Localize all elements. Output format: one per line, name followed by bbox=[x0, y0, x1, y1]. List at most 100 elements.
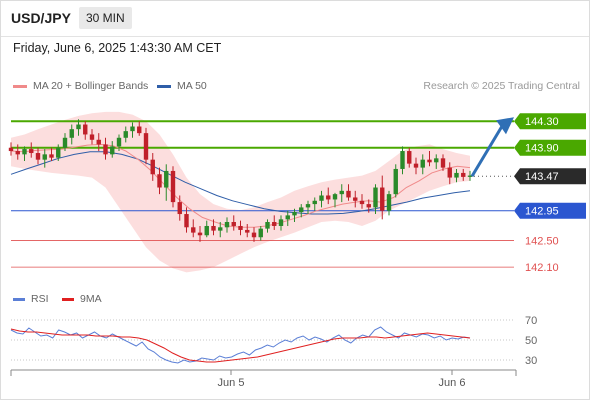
candle-body bbox=[366, 204, 371, 208]
ma50-label: MA 50 bbox=[177, 80, 207, 92]
candle-body bbox=[299, 207, 304, 213]
candle-body bbox=[62, 137, 68, 148]
forecast-arrow-shaft bbox=[470, 125, 504, 178]
price-label-143-47: 143.47 bbox=[525, 171, 559, 183]
timeframe-button[interactable]: 30 MIN bbox=[79, 7, 132, 29]
candle-body bbox=[386, 194, 392, 211]
price-label-142-50: 142.50 bbox=[525, 236, 559, 248]
price-chart: 144.30 143.90 143.47 142.95 142.50 142.10 bbox=[8, 111, 586, 274]
candle-body bbox=[110, 146, 115, 155]
rsi-swatch bbox=[13, 297, 25, 301]
price-tag-144-30 bbox=[514, 113, 586, 130]
rsi-9ma-line bbox=[10, 328, 471, 363]
legend-rsi: RSI bbox=[13, 293, 49, 305]
ma50-line bbox=[10, 151, 471, 215]
candle-body bbox=[312, 200, 317, 205]
candle-body bbox=[8, 147, 14, 152]
price-label-143-90: 143.90 bbox=[525, 143, 559, 155]
candle-body bbox=[170, 170, 176, 203]
candle-body bbox=[218, 227, 223, 231]
candle-body bbox=[130, 126, 135, 132]
candle-body bbox=[245, 229, 250, 233]
rsi-tick-50: 50 bbox=[525, 335, 537, 347]
price-tag-142-95 bbox=[514, 202, 586, 219]
candle-body bbox=[238, 225, 243, 230]
candle-body bbox=[197, 232, 203, 236]
forecast-arrow-head bbox=[496, 117, 514, 135]
candle-body bbox=[454, 172, 459, 178]
candle-body bbox=[211, 225, 216, 231]
rsi-line bbox=[10, 326, 471, 364]
candle-body bbox=[164, 170, 169, 188]
candle-body bbox=[35, 153, 41, 160]
candle-body bbox=[42, 154, 47, 160]
candle-body bbox=[373, 187, 378, 208]
candle-body bbox=[69, 129, 74, 138]
symbol-label: USD/JPY bbox=[11, 10, 71, 26]
candle-body bbox=[292, 212, 297, 216]
candle-body bbox=[380, 187, 385, 211]
candle-body bbox=[76, 124, 81, 130]
candle-body bbox=[49, 154, 54, 158]
price-label-142-95: 142.95 bbox=[525, 206, 559, 218]
candle-body bbox=[224, 222, 230, 228]
candle-body bbox=[467, 175, 473, 177]
candle-body bbox=[326, 195, 331, 200]
rsi-tick-30: 30 bbox=[525, 355, 537, 367]
candle-body bbox=[137, 126, 142, 134]
rsi-tick-70: 70 bbox=[525, 315, 537, 327]
candle-body bbox=[359, 200, 365, 205]
price-label-142-10: 142.10 bbox=[525, 262, 559, 274]
candle-body bbox=[29, 149, 34, 154]
research-credit: Research © 2025 Trading Central bbox=[423, 80, 580, 92]
candle-body bbox=[353, 197, 358, 201]
candle-body bbox=[278, 219, 284, 226]
candle-body bbox=[56, 147, 61, 158]
ma9-label: 9MA bbox=[80, 293, 102, 305]
candle-body bbox=[184, 214, 189, 228]
x-axis-label: Jun 6 bbox=[439, 377, 466, 389]
candle-body bbox=[272, 222, 277, 226]
candle-body bbox=[204, 225, 209, 236]
candle-body bbox=[420, 159, 425, 168]
candle-body bbox=[143, 133, 149, 160]
candle-body bbox=[231, 222, 236, 226]
candle-body bbox=[393, 168, 398, 195]
candle-body bbox=[440, 158, 446, 168]
rsi-label: RSI bbox=[31, 293, 49, 305]
candle-body bbox=[191, 227, 196, 233]
candle-body bbox=[305, 204, 311, 208]
ma9-swatch bbox=[62, 297, 74, 301]
candle-body bbox=[285, 215, 290, 220]
candle-body bbox=[434, 158, 439, 163]
candle-body bbox=[177, 202, 182, 215]
candle-body bbox=[407, 151, 412, 164]
price-tag-143-90 bbox=[514, 139, 586, 156]
legend-ma50: MA 50 bbox=[157, 80, 207, 92]
ma20-swatch bbox=[13, 84, 27, 88]
x-axis-label: Jun 5 bbox=[218, 377, 245, 389]
ma20-label: MA 20 + Bollinger Bands bbox=[33, 80, 149, 92]
candle-body bbox=[123, 131, 128, 138]
legend-ma20: MA 20 + Bollinger Bands bbox=[13, 80, 148, 92]
header-bar: USD/JPY 30 MIN bbox=[0, 0, 590, 37]
candle-body bbox=[413, 163, 419, 168]
candle-body bbox=[22, 149, 27, 155]
price-tag-143-47 bbox=[514, 168, 586, 185]
candle-body bbox=[447, 167, 452, 178]
candle-body bbox=[83, 124, 88, 135]
candle-body bbox=[157, 174, 162, 188]
candle-body bbox=[96, 139, 101, 145]
candle-body bbox=[427, 159, 432, 163]
candle-body bbox=[89, 134, 95, 140]
ma50-swatch bbox=[157, 84, 171, 88]
candle-body bbox=[265, 222, 270, 229]
candle-body bbox=[258, 228, 263, 238]
legend-9ma: 9MA bbox=[62, 293, 102, 305]
price-label-144-30: 144.30 bbox=[525, 116, 559, 128]
candle-body bbox=[116, 137, 122, 147]
date-line: Friday, June 6, 2025 1:43:30 AM CET bbox=[13, 41, 222, 55]
candle-body bbox=[103, 144, 108, 155]
candle-body bbox=[346, 190, 351, 198]
candle-body bbox=[251, 232, 257, 238]
